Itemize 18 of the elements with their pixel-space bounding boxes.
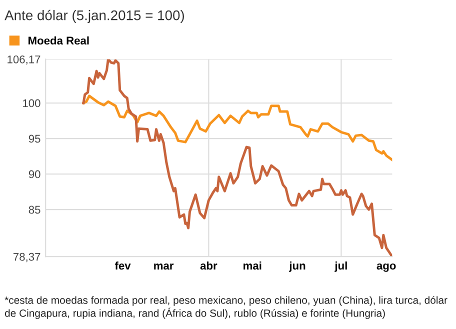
y-tick-label: 100 [23,99,40,108]
x-tick-label: jun [289,261,306,272]
text: *cesta de moedas formada por real, peso mexicano, peso chileno, yuan (China), lira turca, dólar de Cingapura, rupia indiana, rand (África do Sul), rublo (Rússia) e forinte (Hungria) [4,296,448,319]
chart-title: Ante dólar (5.jan.2015 = 100) [4,10,184,23]
x-tick-label: fev [114,261,131,270]
y-tick-label: 78,37 [14,252,40,262]
y-tick-label: 106,17 [8,55,40,65]
legend-label: Moeda Real [28,36,89,45]
y-tick-label: 95 [28,134,40,143]
y-tick-label: 90 [28,170,40,178]
x-tick-label: jul [334,261,347,272]
x-tick-label: ago [376,264,396,272]
x-tick-label: mar [154,264,174,270]
x-tick-label: mai [244,261,262,270]
line-series [82,94,392,162]
x-tick-label: abr [200,261,218,270]
line-series [82,59,392,257]
y-tick-label: 85 [28,206,40,214]
